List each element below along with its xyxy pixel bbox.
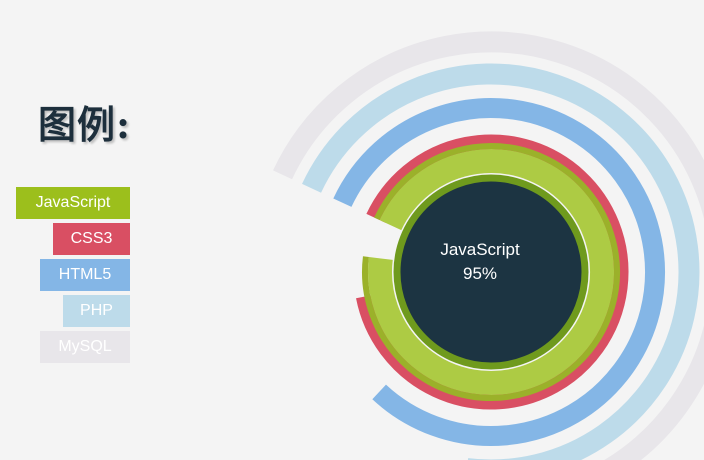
- ring-arc-html5[interactable]: [333, 98, 665, 446]
- legend-title: 图例:: [38, 102, 132, 147]
- legend-item-label: MySQL: [58, 338, 112, 355]
- legend-item-label: PHP: [80, 302, 113, 319]
- legend-item-mysql[interactable]: MySQL: [40, 331, 130, 363]
- legend-item-label: CSS3: [70, 230, 113, 247]
- ring-arc-mysql[interactable]: [273, 31, 704, 460]
- legend-item-css3[interactable]: CSS3: [53, 223, 130, 255]
- ring-arc-php[interactable]: [302, 63, 700, 460]
- center-value: 95%: [463, 264, 497, 283]
- center-circle: [393, 174, 589, 370]
- center-label: JavaScript: [440, 240, 520, 259]
- legend-item-label: JavaScript: [35, 194, 111, 211]
- legend-item-html5[interactable]: HTML5: [40, 259, 130, 291]
- ring-arc-javascript[interactable]: [368, 149, 614, 395]
- ring-layer: [273, 31, 704, 460]
- ring-arc-outline: [362, 143, 620, 402]
- legend-item-javascript[interactable]: JavaScript: [16, 187, 130, 219]
- legend-item-label: HTML5: [58, 266, 112, 283]
- legend-item-php[interactable]: PHP: [63, 295, 130, 327]
- legend-list: JavaScript CSS3 HTML5 PHP MySQL: [16, 187, 130, 367]
